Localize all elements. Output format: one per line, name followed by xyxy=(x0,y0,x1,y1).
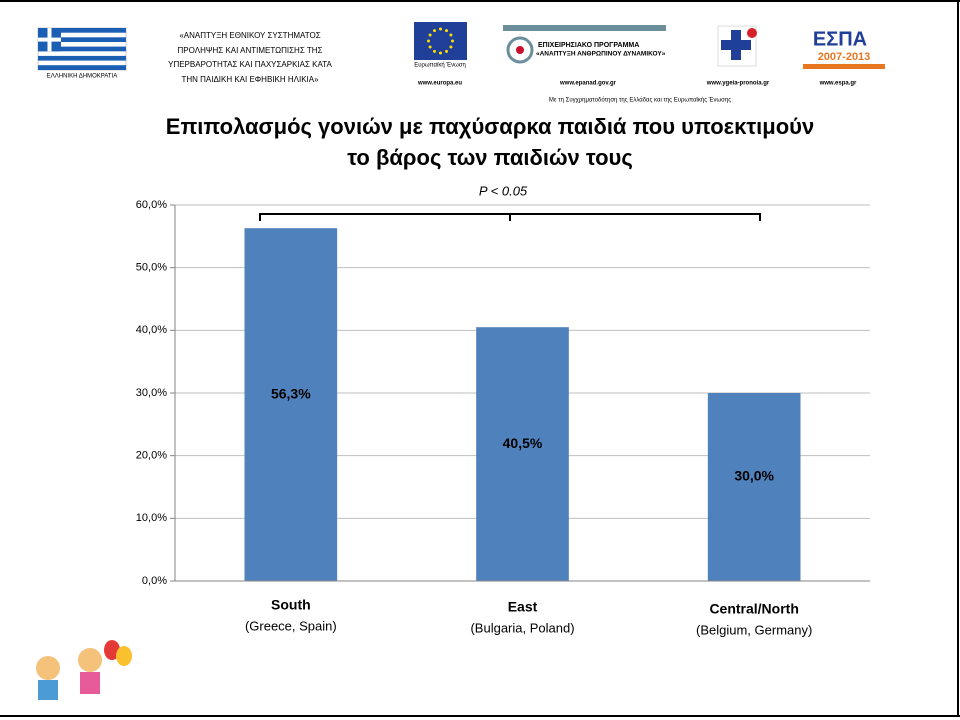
cofunding-note: Με τη Συγχρηματοδότηση της Ελλάδας και τ… xyxy=(549,97,731,104)
program-logo xyxy=(503,25,666,64)
flag-caption: ΕΛΛΗΝΙΚΗ ΔΗΜΟΚΡΑΤΙΑ xyxy=(47,74,117,80)
x-tick-sublabel: (Belgium, Germany) xyxy=(696,622,812,637)
program-url: www.epanad.gov.gr xyxy=(559,81,617,87)
header-text: ΠΡΟΛΗΨΗΣ ΚΑΙ ΑΝΤΙΜΕΤΩΠΙΣΗΣ ΤΗΣ xyxy=(178,46,323,55)
header-text: ΤΗΝ ΠΑΙΔΙΚΗ ΚΑΙ ΕΦΗΒΙΚΗ ΗΛΙΚΙΑ» xyxy=(181,75,319,84)
y-tick-label: 0,0% xyxy=(142,575,167,587)
program-title: ΕΠΙΧΕΙΡΗΣΙΑΚΟ ΠΡΟΓΡΑΜΜΑ xyxy=(538,42,639,49)
eu-url: www.europa.eu xyxy=(417,81,462,87)
espa-bar xyxy=(803,64,885,69)
bar xyxy=(476,327,569,581)
espa-url: www.espa.gr xyxy=(819,81,857,87)
program-name: «ΑΝΑΠΤΥΞΗ ΑΝΘΡΩΠΙΝΟΥ ΔΥΝΑΜΙΚΟΥ» xyxy=(536,51,666,58)
ministry-url: www.ygeia-pronoia.gr xyxy=(706,81,770,87)
y-tick-label: 50,0% xyxy=(136,262,167,274)
x-tick-label: Central/North xyxy=(709,601,798,617)
value-label: 30,0% xyxy=(734,468,774,484)
x-tick-sublabel: (Bulgaria, Poland) xyxy=(470,620,574,635)
y-tick-label: 20,0% xyxy=(136,450,167,462)
bar xyxy=(707,393,801,581)
espa-title: ΕΣΠΑ xyxy=(813,28,867,50)
eu-caption: Ευρωπαϊκή Ένωση xyxy=(414,62,466,69)
eu-logo xyxy=(414,22,467,60)
header-text: ΥΠΕΡΒΑΡΟΤΗΤΑΣ ΚΑΙ ΠΑΧΥΣΑΡΚΙΑΣ ΚΑΤΑ xyxy=(168,60,332,69)
chart-title: το βάρος των παιδιών τους xyxy=(347,145,633,170)
chart-title: Επιπολασμός γονιών με παχύσαρκα παιδιά π… xyxy=(166,114,814,139)
x-tick-sublabel: (Greece, Spain) xyxy=(245,618,337,633)
y-tick-label: 10,0% xyxy=(136,512,167,524)
espa-years: 2007-2013 xyxy=(818,51,871,63)
value-label: 40,5% xyxy=(503,435,543,451)
y-tick-label: 40,0% xyxy=(136,324,167,336)
value-label: 56,3% xyxy=(271,385,311,401)
annotation: P < 0.05 xyxy=(479,183,528,198)
ministry-logo xyxy=(717,25,757,67)
bar xyxy=(244,228,338,582)
y-tick-label: 30,0% xyxy=(136,387,167,399)
significance-bracket xyxy=(259,213,761,221)
x-tick-label: East xyxy=(508,599,538,615)
header-text: «ΑΝΑΠΤΥΞΗ ΕΘΝΙΚΟΥ ΣΥΣΤΗΜΑΤΟΣ xyxy=(179,31,320,40)
kids-illustration xyxy=(36,640,132,700)
y-tick-label: 60,0% xyxy=(136,199,167,211)
greek-flag xyxy=(37,27,127,71)
x-tick-label: South xyxy=(271,597,311,613)
